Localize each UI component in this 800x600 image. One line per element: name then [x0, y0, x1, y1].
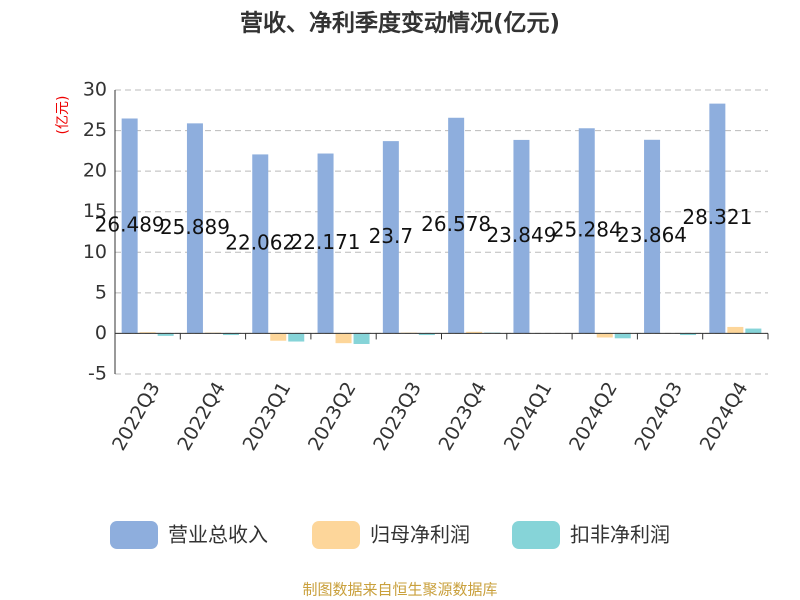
- legend-marker[interactable]: [110, 521, 158, 549]
- y-tick-label: 20: [83, 160, 107, 182]
- value-label: 25.284: [552, 217, 622, 241]
- bar: [222, 333, 239, 336]
- source-note: 制图数据来自恒生聚源数据库: [302, 581, 497, 599]
- bar: [157, 333, 174, 336]
- value-label: 26.489: [95, 212, 165, 236]
- bar: [709, 103, 726, 334]
- y-axis-label: (亿元): [55, 96, 71, 135]
- x-tick-label: 2022Q3: [108, 378, 165, 454]
- bar: [644, 139, 661, 334]
- value-label: 28.321: [682, 205, 752, 229]
- value-label: 26.578: [421, 212, 491, 236]
- bar: [578, 128, 595, 334]
- bar: [382, 141, 399, 334]
- y-tick-label: 10: [83, 241, 107, 263]
- bar: [680, 333, 697, 336]
- bar: [288, 333, 305, 342]
- value-label: 25.889: [160, 215, 230, 239]
- bar: [186, 123, 203, 334]
- bar: [270, 333, 287, 341]
- bar: [614, 333, 631, 339]
- value-label: 23.864: [617, 223, 687, 247]
- bar: [335, 333, 352, 344]
- legend-label: 扣非净利润: [570, 523, 670, 547]
- x-tick-label: 2022Q4: [173, 378, 230, 454]
- x-tick-label: 2023Q4: [434, 378, 491, 454]
- y-tick-label: 25: [83, 119, 107, 141]
- value-label: 22.171: [291, 230, 361, 254]
- bar: [727, 326, 744, 334]
- legend-label: 归母净利润: [370, 523, 470, 547]
- bar: [513, 139, 530, 334]
- y-tick-label: 0: [95, 322, 107, 344]
- x-tick-label: 2024Q4: [696, 378, 753, 454]
- bar: [466, 331, 483, 334]
- legend-marker[interactable]: [312, 521, 360, 549]
- y-tick-label: 15: [83, 200, 107, 222]
- y-tick-label: -5: [88, 363, 107, 385]
- bar: [418, 333, 435, 336]
- y-tick-label: 5: [95, 281, 107, 303]
- value-label: 23.7: [369, 224, 414, 248]
- x-tick-label: 2023Q2: [304, 378, 361, 454]
- y-tick-label: 30: [83, 79, 107, 101]
- bar: [139, 332, 156, 334]
- x-tick-label: 2024Q3: [630, 378, 687, 454]
- legend-marker[interactable]: [512, 521, 560, 549]
- bar: [252, 154, 269, 334]
- value-label: 22.062: [225, 230, 295, 254]
- bar: [317, 153, 334, 334]
- bar: [596, 333, 613, 338]
- value-label: 23.849: [486, 223, 556, 247]
- chart-title: 营收、净利季度变动情况(亿元): [240, 10, 560, 37]
- bar: [121, 118, 138, 334]
- bar: [448, 117, 465, 334]
- x-tick-label: 2024Q1: [500, 378, 557, 454]
- legend-label: 营业总收入: [168, 523, 268, 547]
- x-tick-label: 2023Q3: [369, 378, 426, 454]
- x-tick-label: 2024Q2: [565, 378, 622, 454]
- bar: [745, 328, 762, 334]
- bar: [353, 333, 370, 344]
- x-tick-label: 2023Q1: [239, 378, 296, 454]
